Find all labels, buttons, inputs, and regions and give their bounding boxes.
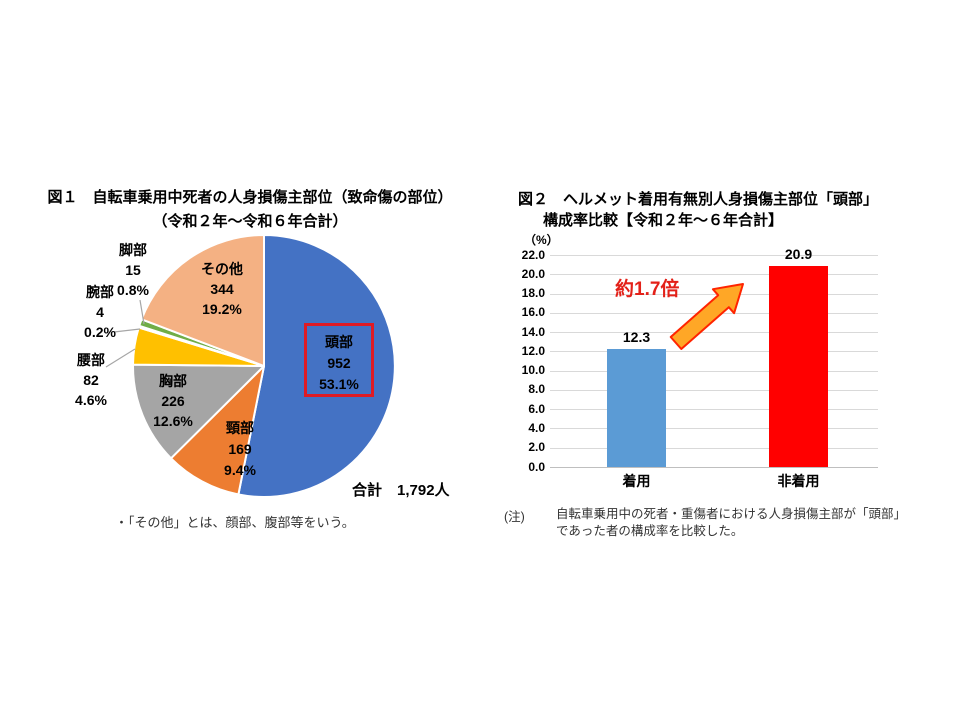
y-tick-12: 12.0	[521, 343, 545, 358]
pie-label-neck-count: 169	[228, 441, 252, 457]
figure2-note: 自転車乗用中の死者・重傷者における人身損傷主部が「頭部」 であった者の構成率を比…	[556, 506, 918, 540]
gridline-0	[550, 467, 878, 468]
y-tick-0: 0.0	[528, 459, 545, 474]
pie-total-label: 合計 1,792人	[352, 482, 450, 499]
pie-label-chest: 胸部 226 12.6%	[133, 371, 213, 431]
figure2-note-line1: 自転車乗用中の死者・重傷者における人身損傷主部が「頭部」	[556, 507, 907, 521]
pie-label-head-count: 952	[327, 355, 351, 371]
figure2-title-line2: 構成率比較【令和２年～６年合計】	[543, 212, 784, 229]
gridline-2	[550, 447, 878, 449]
bar-0	[607, 348, 666, 468]
ratio-annotation: 約1.7倍	[615, 279, 680, 300]
figure1-footnote: ・「その他」とは、顔部、腹部等をいう。	[115, 515, 355, 530]
pie-slice-3	[132, 326, 265, 367]
pie-label-arm-count: 4	[96, 304, 104, 320]
pie-label-head-pct: 53.1%	[319, 376, 359, 392]
pie-label-other-count: 344	[210, 281, 234, 297]
pie-label-waist-pct: 4.6%	[75, 392, 107, 408]
pie-label-arm-name: 腕部	[86, 284, 114, 300]
figure1-title: 図１ 自転車乗用中死者の人身損傷主部位（致命傷の部位） （令和２年～令和６年合計…	[40, 186, 460, 234]
pie-label-waist-name: 腰部	[77, 352, 105, 368]
gridline-20	[550, 274, 878, 276]
bar-1	[769, 266, 828, 468]
pie-label-chest-pct: 12.6%	[153, 413, 193, 429]
figure2-title: 図２ ヘルメット着用有無別人身損傷主部位「頭部」 構成率比較【令和２年～６年合計…	[518, 189, 878, 231]
figure2-note-line2: であった者の構成率を比較した。	[556, 524, 744, 538]
pie-slice-5	[138, 318, 265, 367]
gridline-8	[550, 389, 878, 391]
pie-label-arm: 腕部 4 0.2%	[65, 282, 135, 342]
pie-label-other-pct: 19.2%	[202, 301, 242, 317]
pie-label-other-name: その他	[201, 261, 243, 277]
pie-label-other: その他 344 19.2%	[172, 259, 272, 319]
pie-label-leg-pct: 0.8%	[117, 282, 149, 298]
pie-label-leg-count: 15	[125, 262, 141, 278]
y-axis-unit-label: （%）	[524, 233, 559, 247]
x-category-label-0: 着用	[622, 473, 651, 489]
y-tick-10: 10.0	[521, 363, 545, 378]
pie-label-chest-count: 226	[161, 393, 185, 409]
pie-label-chest-name: 胸部	[159, 373, 187, 389]
gridline-6	[550, 409, 878, 411]
y-tick-8: 8.0	[528, 382, 545, 397]
figure2-note-marker: (注)	[504, 510, 525, 524]
pie-label-waist-count: 82	[83, 372, 99, 388]
gridline-18	[550, 293, 878, 295]
pie-label-leg-name: 脚部	[119, 242, 147, 258]
gridline-4	[550, 428, 878, 430]
gridline-22	[550, 255, 878, 256]
y-tick-6: 6.0	[528, 401, 545, 416]
gridline-14	[550, 332, 878, 334]
pie-label-head-name: 頭部	[325, 334, 353, 350]
pie-leader-line-0	[139, 299, 145, 325]
y-tick-22: 22.0	[521, 247, 545, 262]
bar-value-label-1: 20.9	[784, 246, 813, 263]
y-tick-14: 14.0	[521, 324, 545, 339]
gridline-12	[550, 351, 878, 353]
y-tick-16: 16.0	[521, 305, 545, 320]
pie-slice-4	[137, 324, 265, 367]
gridline-16	[550, 312, 878, 314]
figure2-title-line1: 図２ ヘルメット着用有無別人身損傷主部位「頭部」	[518, 191, 879, 208]
pie-label-head: 頭部 952 53.1%	[302, 332, 376, 395]
bar-value-label-0: 12.3	[622, 328, 651, 345]
pie-label-arm-pct: 0.2%	[84, 324, 116, 340]
x-category-label-1: 非着用	[777, 473, 820, 489]
pie-label-leg: 脚部 15 0.8%	[98, 240, 168, 300]
y-tick-18: 18.0	[521, 286, 545, 301]
pie-label-waist: 腰部 82 4.6%	[56, 350, 126, 410]
figure1-title-line1: 図１ 自転車乗用中死者の人身損傷主部位（致命傷の部位）	[47, 189, 453, 206]
figure1-title-line2: （令和２年～令和６年合計）	[152, 213, 348, 230]
y-tick-2: 2.0	[528, 440, 545, 455]
gridline-10	[550, 370, 878, 372]
y-tick-20: 20.0	[521, 266, 545, 281]
pie-label-neck-pct: 9.4%	[224, 462, 256, 478]
y-tick-4: 4.0	[528, 420, 545, 435]
